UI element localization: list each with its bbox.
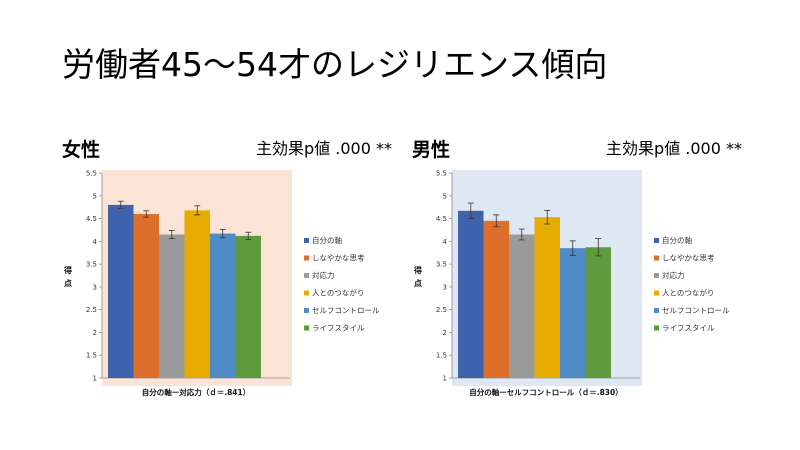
chart-svg: 1 1.5 2 2.5 3 3.5 4 4.5 5 5.5 得点自分の軸ーセルフコントロール（ｄ＝.… — [413, 170, 730, 398]
legend-swatch — [304, 290, 309, 296]
legend-swatch — [304, 308, 309, 313]
bar-6 — [585, 247, 611, 378]
legend-swatch — [654, 290, 659, 296]
legend-label: 自分の軸 — [312, 235, 342, 245]
y-axis-label: 点 — [64, 278, 72, 288]
legend-swatch — [304, 255, 309, 261]
legend-label: 対応力 — [312, 270, 335, 280]
y-tick-label: 3.5 — [86, 261, 97, 269]
bar-4 — [534, 217, 560, 378]
bar-5 — [210, 233, 236, 378]
female-heading: 女性 — [62, 139, 101, 161]
female-chart: 1 1.5 2 2.5 3 3.5 4 4.5 5 5.5 得点自分の軸ー対応力（ｄ＝.841） 自分… — [60, 170, 400, 410]
bar-5 — [560, 248, 586, 378]
male-main-effect: 主効果p値 .000 ** — [606, 139, 742, 158]
y-tick-label: 2.5 — [436, 306, 447, 314]
bar-1 — [108, 204, 134, 378]
legend-label: セルフコントロール — [662, 306, 730, 315]
y-tick-label: 4.5 — [436, 215, 447, 223]
male-panel: 男性 主効果p値 .000 ** 1 1.5 2 2.5 3 3.5 4 4.5 5 5.5 得点自… — [410, 130, 750, 410]
legend-swatch — [654, 238, 659, 243]
y-tick-label: 2 — [443, 329, 447, 337]
legend-label: 自分の軸 — [662, 235, 692, 245]
y-tick-label: 1.5 — [436, 352, 447, 360]
y-tick-label: 5.5 — [436, 170, 447, 178]
legend-label: ライフスタイル — [312, 324, 365, 333]
male-chart: 1 1.5 2 2.5 3 3.5 4 4.5 5 5.5 得点自分の軸ーセルフコントロール（ｄ＝.… — [410, 170, 750, 410]
legend-swatch — [304, 273, 309, 278]
legend-label: セルフコントロール — [312, 306, 380, 315]
legend-label: 対応力 — [662, 270, 685, 280]
y-tick-label: 3.5 — [436, 261, 447, 269]
y-tick-label: 1.5 — [86, 352, 97, 360]
male-heading: 男性 — [412, 139, 451, 161]
y-tick-label: 4 — [443, 238, 448, 246]
y-tick-label: 5 — [443, 192, 447, 200]
legend-swatch — [654, 273, 659, 278]
y-axis-label: 点 — [414, 278, 422, 288]
y-tick-label: 1 — [93, 375, 97, 383]
y-tick-label: 3 — [443, 283, 447, 291]
legend-swatch — [654, 325, 659, 331]
legend-swatch — [304, 238, 309, 243]
legend-label: 人とのつながり — [662, 288, 714, 298]
legend-label: 人とのつながり — [312, 288, 364, 298]
y-tick-label: 5.5 — [86, 170, 97, 178]
legend-swatch — [304, 325, 309, 331]
legend-label: しなやかな思考 — [662, 254, 715, 263]
legend-swatch — [654, 255, 659, 261]
female-main-effect: 主効果p値 .000 ** — [256, 139, 392, 158]
y-tick-label: 2.5 — [86, 306, 97, 314]
female-panel: 女性 主効果p値 .000 ** 1 1.5 2 2.5 3 3.5 4 4.5 5 5.5 得点自… — [60, 130, 400, 410]
y-tick-label: 1 — [443, 375, 447, 383]
y-tick-label: 2 — [93, 329, 97, 337]
y-tick-label: 5 — [93, 192, 97, 200]
bar-1 — [458, 210, 484, 378]
x-axis-label: 自分の軸ー対応力（ｄ＝.841） — [142, 387, 251, 397]
bar-4 — [184, 210, 210, 378]
bar-3 — [509, 234, 535, 378]
legend-swatch — [654, 308, 659, 313]
bar-2 — [133, 214, 159, 378]
bar-6 — [235, 235, 261, 378]
bar-2 — [483, 220, 509, 378]
legend-label: しなやかな思考 — [312, 254, 365, 263]
y-tick-label: 3 — [93, 283, 97, 291]
y-axis-label: 得 — [63, 265, 72, 275]
slide-title: 労働者45〜54才のレジリエンス傾向 — [62, 45, 608, 84]
y-tick-label: 4.5 — [86, 215, 97, 223]
x-axis-label: 自分の軸ーセルフコントロール（ｄ＝.830） — [469, 387, 623, 397]
y-tick-label: 4 — [93, 238, 98, 246]
bar-3 — [159, 234, 185, 378]
legend-label: ライフスタイル — [662, 324, 715, 333]
y-axis-label: 得 — [413, 265, 422, 275]
